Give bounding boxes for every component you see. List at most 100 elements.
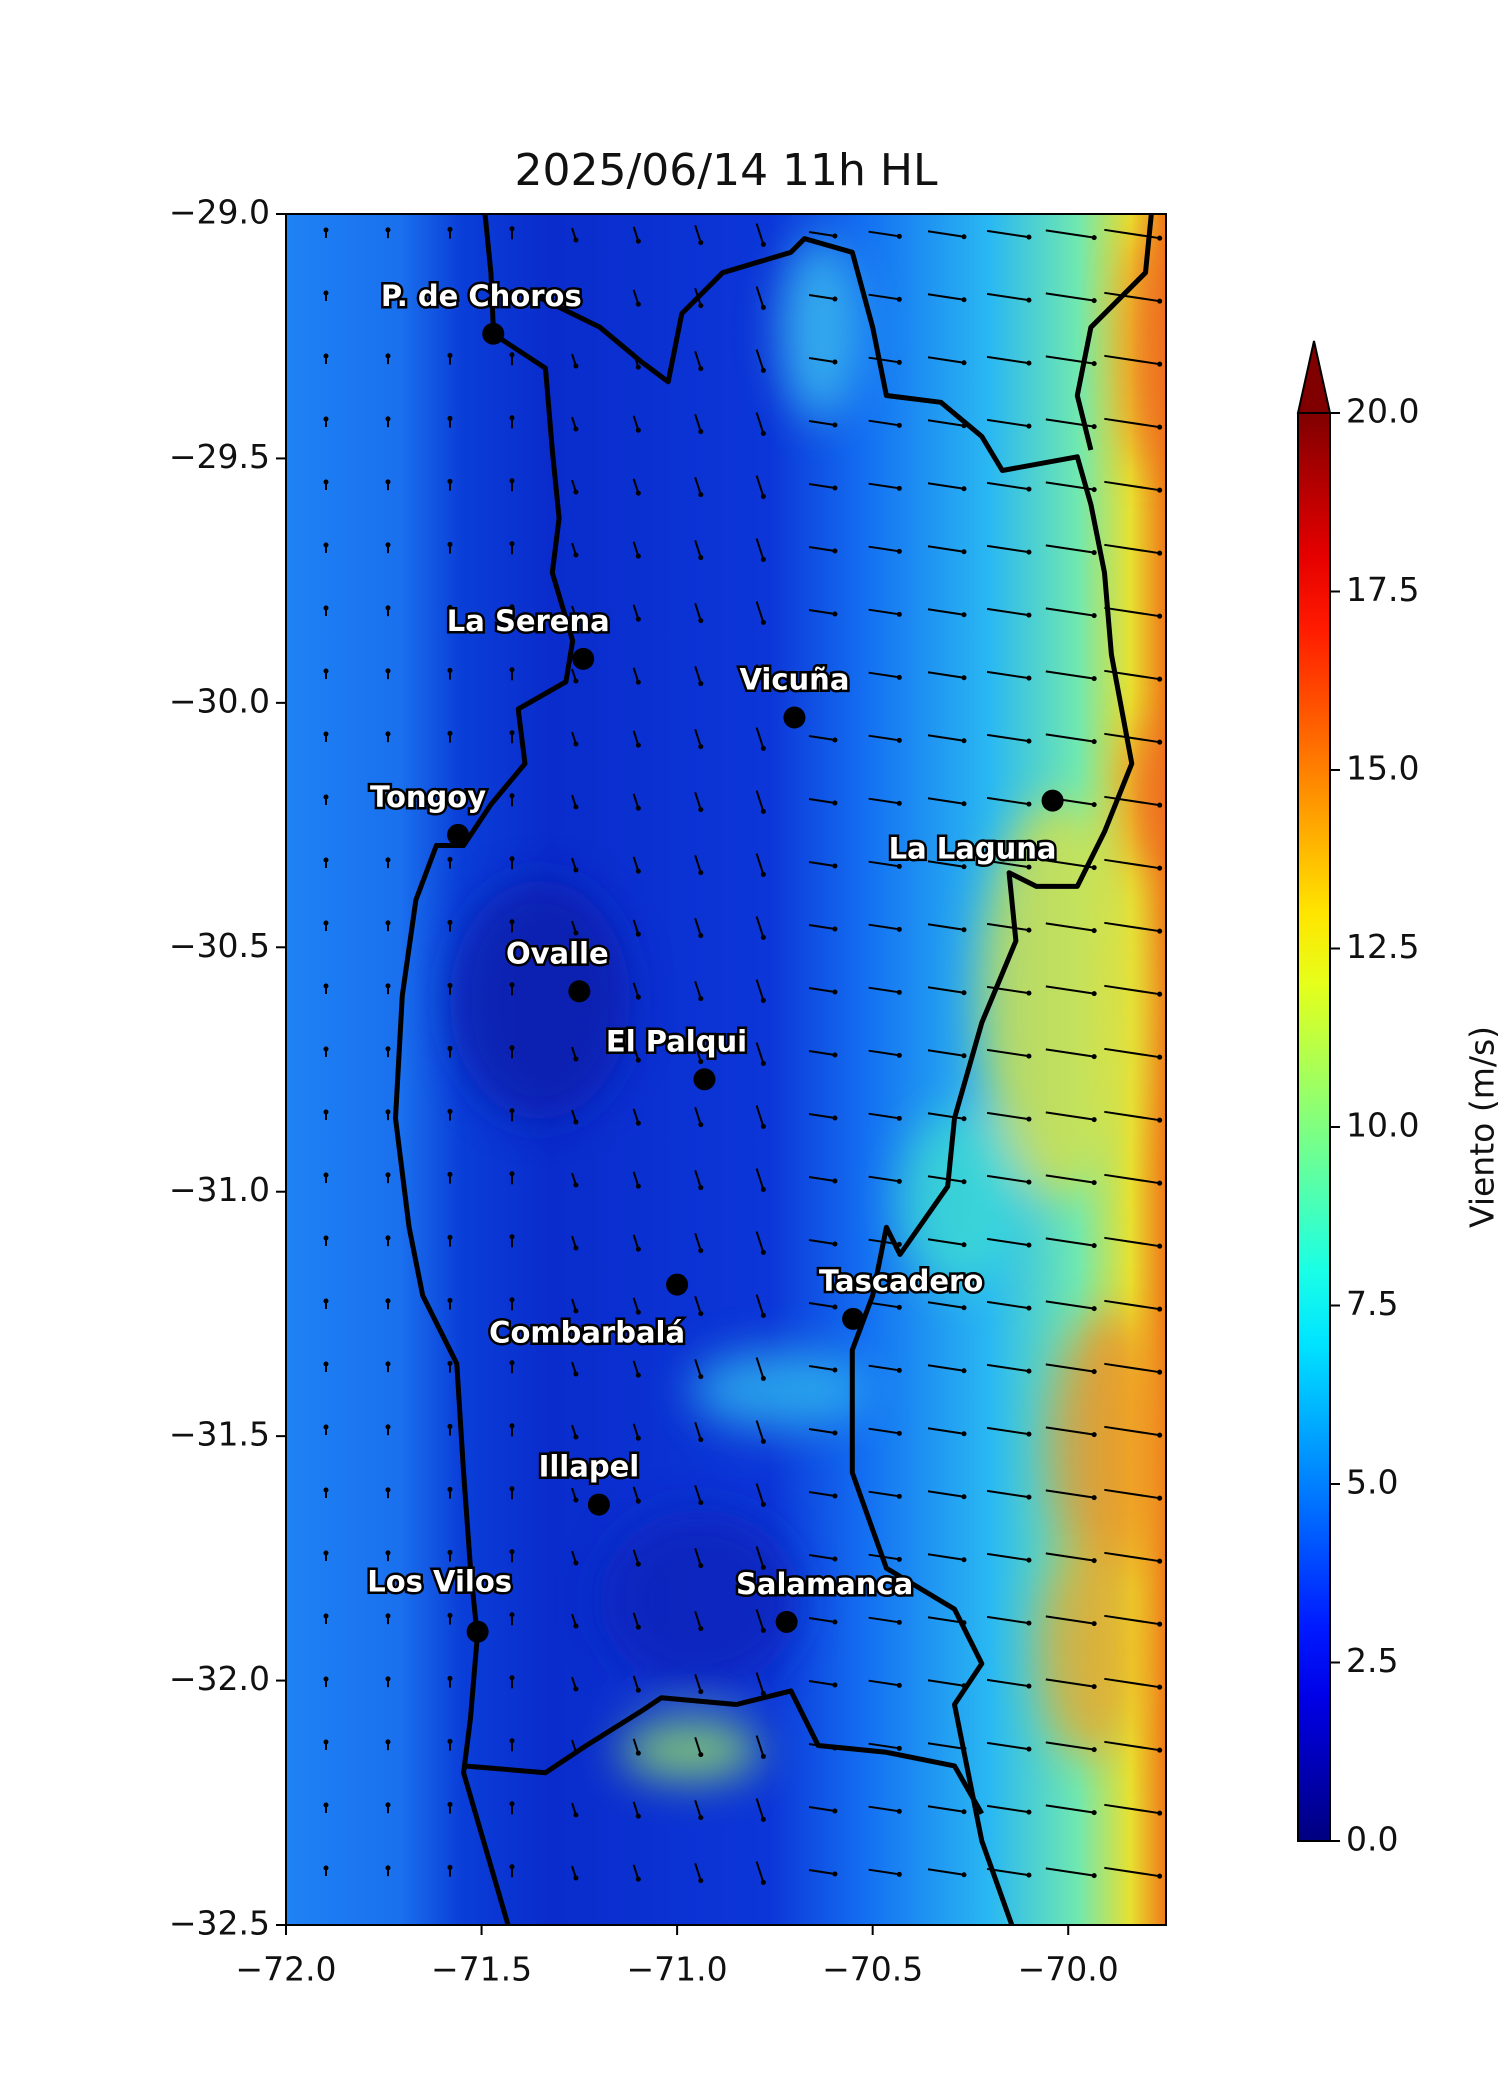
wind-arrow-head [1026,1872,1032,1878]
wind-arrow [808,546,836,552]
wind-arrow [632,289,640,305]
wind-arrow-head [832,296,838,302]
wind-arrow-head [961,549,967,555]
wind-arrow-head [1091,361,1097,367]
wind-arrow [755,727,765,749]
wind-arrow [755,1420,765,1442]
wind-arrow-head [698,1374,704,1380]
wind-arrow [1104,1803,1160,1815]
wind-arrow-head [760,430,766,436]
wind-arrow-head [509,919,515,925]
wind-arrow-head [698,996,704,1002]
x-tick-label: −71.0 [627,1950,728,1989]
wind-arrow [1045,1489,1095,1499]
wind-arrow-head [385,1361,391,1367]
wind-arrow-head [1026,675,1032,681]
wind-arrow-head [323,1424,329,1430]
wind-arrow-head [832,674,838,680]
wind-arrow-head [323,857,329,863]
wind-arrow [632,1801,640,1817]
wind-arrow [755,349,765,371]
colorbar-tick-label: 20.0 [1346,392,1419,431]
wind-arrow [694,1737,702,1755]
wind-arrow [755,916,765,938]
wind-arrow-head [1026,1368,1032,1374]
place-label: P. de Choros [381,279,582,313]
wind-arrow-head [961,360,967,366]
wind-arrow [632,478,640,494]
wind-arrow-head [1026,1494,1032,1500]
wind-arrow [632,1423,640,1439]
wind-arrow [927,1490,965,1498]
wind-arrow-head [698,1122,704,1128]
wind-arrow [927,1616,965,1624]
wind-arrow-head [573,489,579,495]
wind-arrow-head [896,1493,902,1499]
wind-arrow [868,1868,900,1876]
wind-arrow-head [760,1753,766,1759]
wind-arrow [986,292,1030,302]
wind-arrow [868,734,900,742]
wind-arrow [1045,670,1095,680]
wind-arrow [927,923,965,931]
wind-arrow [927,1364,965,1372]
wind-arrow-head [896,1808,902,1814]
wind-arrow [808,1554,836,1560]
wind-arrow [927,1238,965,1246]
wind-arrow [986,1678,1030,1688]
wind-arrow-head [447,1486,453,1492]
place-marker [572,647,595,670]
wind-arrow-head [385,1172,391,1178]
wind-arrow-head [447,478,453,484]
wind-arrow-head [760,1438,766,1444]
wind-arrow [808,1680,836,1686]
y-tick-label: −30.5 [169,926,270,965]
wind-arrow-head [509,1612,515,1618]
wind-arrow-head [323,227,329,233]
wind-arrow [755,412,765,434]
wind-arrow-head [447,1423,453,1429]
wind-arrow-head [385,920,391,926]
wind-arrow [868,923,900,931]
wind-arrow [927,608,965,616]
wind-arrow-head [1026,801,1032,807]
wind-arrow-head [385,1109,391,1115]
wind-arrow-head [323,1739,329,1745]
wind-arrow [755,1231,765,1253]
wind-arrow [868,1364,900,1372]
place-marker [482,322,505,345]
wind-arrow-head [698,1626,704,1632]
wind-arrow-head [896,926,902,932]
wind-arrow-head [573,1623,579,1629]
wind-arrow-head [323,1550,329,1556]
wind-arrow-head [1091,424,1097,430]
wind-arrow [1045,1300,1095,1310]
wind-arrow [1045,1111,1095,1121]
wind-arrow-head [573,678,579,684]
wind-arrow-head [1157,1054,1163,1060]
wind-arrow [868,545,900,553]
wind-arrow [986,670,1030,680]
place-marker [447,823,470,846]
wind-arrow [808,1617,836,1623]
wind-arrow-head [698,1248,704,1254]
wind-arrow-head [509,1423,515,1429]
colorbar-tick-label: 0.0 [1346,1820,1398,1859]
place-label: Combarbalá [489,1316,685,1350]
wind-arrow [1045,607,1095,617]
wind-arrow [927,671,965,679]
wind-arrow [808,1176,836,1182]
wind-arrow-head [832,1115,838,1121]
wind-arrow-head [1091,1117,1097,1123]
wind-arrow [755,1168,765,1190]
wind-arrow [808,1365,836,1371]
wind-arrow [927,356,965,364]
wind-arrow [808,1302,836,1308]
wind-arrow [694,1800,702,1818]
wind-arrow-head [447,1297,453,1303]
wind-arrow-head [635,1435,641,1441]
wind-arrow [808,1806,836,1812]
wind-arrow-head [573,363,579,369]
wind-arrow-head [385,227,391,233]
wind-arrow-head [760,1879,766,1885]
